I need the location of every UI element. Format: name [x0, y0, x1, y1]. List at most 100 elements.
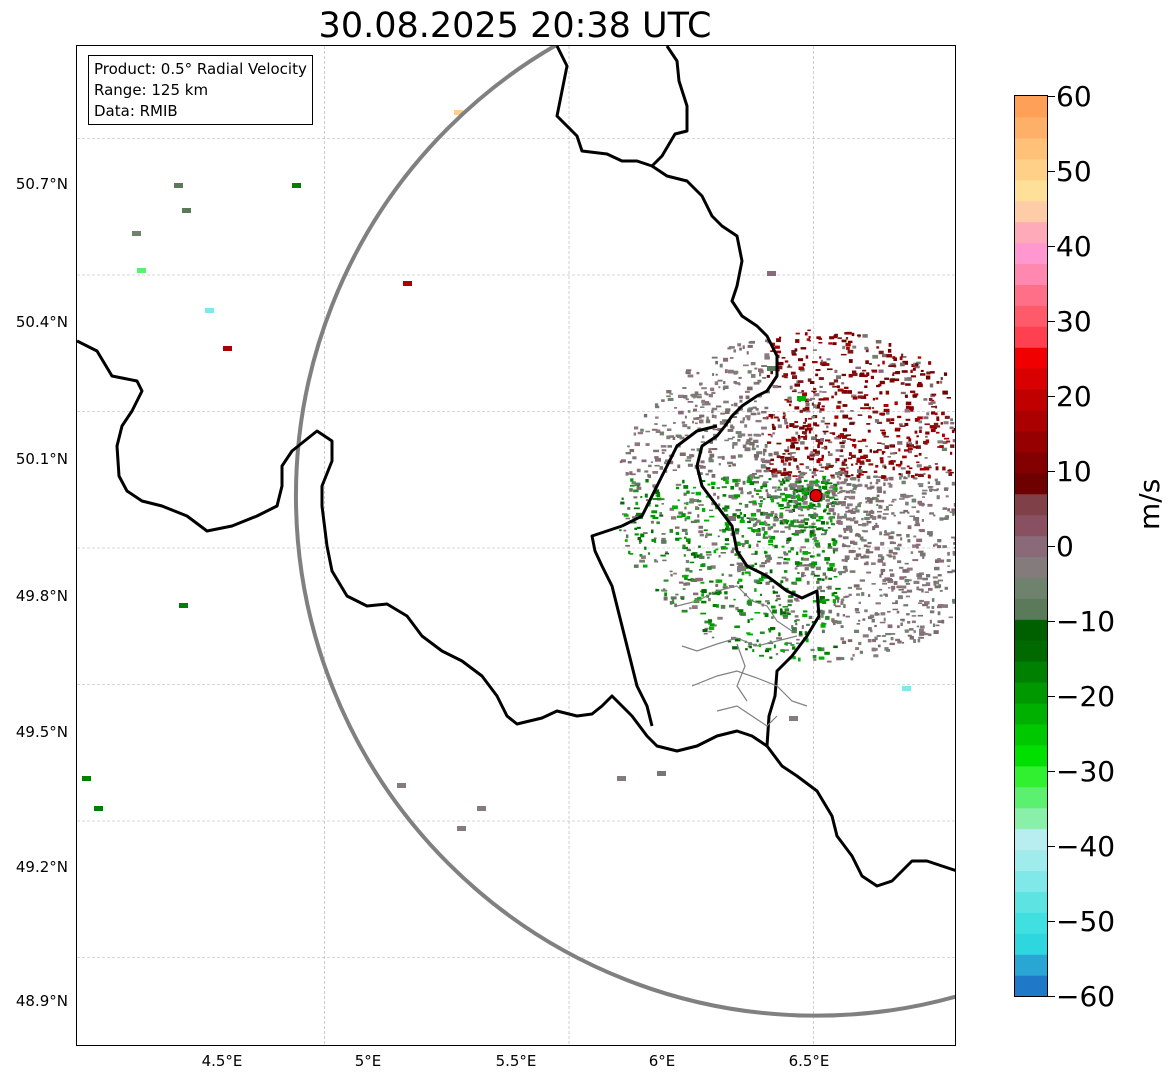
radar-echo-cell [789, 716, 798, 721]
colorbar [1014, 95, 1048, 997]
colorbar-segment [1015, 472, 1047, 495]
colorbar-segment [1015, 96, 1047, 118]
colorbar-tick: −10 [1047, 605, 1116, 638]
radar-echo-cell [223, 346, 232, 351]
country-border [590, 524, 654, 727]
radar-echo-cell [797, 396, 806, 401]
radar-echo-cell [94, 806, 103, 811]
colorbar-segment [1015, 682, 1047, 704]
colorbar-segment [1015, 514, 1047, 537]
country-border [77, 339, 768, 753]
colorbar-segment [1015, 116, 1047, 139]
colorbar-segment [1015, 912, 1047, 934]
colorbar-segment [1015, 263, 1047, 285]
colorbar-segment [1015, 137, 1047, 160]
colorbar-tick: 40 [1048, 230, 1092, 263]
colorbar-segment [1015, 619, 1047, 641]
y-tick-label: 49.8°N [15, 587, 68, 605]
colorbar-tick: 30 [1048, 305, 1092, 338]
colorbar-segment [1015, 451, 1047, 474]
info-data: Data: RMIB [94, 102, 178, 120]
colorbar-tick: 50 [1048, 155, 1092, 188]
radar-echo-cell [767, 271, 776, 276]
colorbar-segment [1015, 284, 1047, 306]
country-border [765, 745, 955, 888]
colorbar-segment [1015, 556, 1047, 578]
radar-echo-cell [477, 806, 486, 811]
colorbar-segment [1015, 807, 1047, 830]
colorbar-segment [1015, 368, 1047, 390]
colorbar-segment [1015, 305, 1047, 327]
colorbar-segment [1015, 744, 1047, 767]
region-border [716, 705, 778, 727]
x-tick-label: 6.5°E [788, 1052, 830, 1070]
region-border [681, 635, 798, 652]
colorbar-segment [1015, 975, 1047, 996]
colorbar-segment [1015, 347, 1047, 369]
colorbar-segment [1015, 389, 1047, 411]
colorbar-segment [1015, 221, 1047, 244]
region-border [676, 585, 793, 632]
colorbar-segment [1015, 535, 1047, 558]
x-tick-label: 5°E [354, 1052, 382, 1070]
radar-echo-cell [82, 776, 91, 781]
radar-echo-cell [657, 771, 666, 776]
colorbar-tick: −20 [1047, 680, 1116, 713]
colorbar-tick: 0 [1048, 530, 1074, 563]
colorbar-segment [1015, 954, 1047, 976]
radar-map-canvas [77, 46, 955, 1045]
colorbar-tick: −60 [1047, 980, 1116, 1013]
x-tick-label: 4.5°E [201, 1052, 243, 1070]
colorbar-segment [1015, 179, 1047, 202]
colorbar-unit-label: m/s [1133, 478, 1166, 530]
radar-echo-cell [454, 110, 463, 115]
colorbar-segment [1015, 409, 1047, 432]
colorbar-segment [1015, 786, 1047, 809]
radar-echo-cell [179, 603, 188, 608]
colorbar-tick: −40 [1047, 830, 1116, 863]
radar-echo-cell [397, 783, 406, 788]
radar-echo-cell [182, 208, 191, 213]
colorbar-segment [1015, 493, 1047, 516]
colorbar-segment [1015, 702, 1047, 725]
radar-echoes [619, 329, 955, 663]
radar-echo-cell [403, 281, 412, 286]
colorbar-segment [1015, 723, 1047, 746]
colorbar-segment [1015, 158, 1047, 181]
colorbar-segment [1015, 640, 1047, 662]
radar-site-marker [809, 489, 823, 503]
radar-echo-cell [617, 776, 626, 781]
colorbar-segment [1015, 765, 1047, 788]
y-tick-label: 50.4°N [15, 313, 68, 331]
country-border [651, 164, 821, 747]
info-range: Range: 125 km [94, 81, 209, 99]
radar-echo-cell [132, 231, 141, 236]
colorbar-tick: −30 [1047, 755, 1116, 788]
colorbar-segment [1015, 849, 1047, 872]
country-border [555, 46, 689, 168]
radar-echo-cell [767, 366, 776, 371]
colorbar-segment [1015, 891, 1047, 913]
y-tick-label: 48.9°N [15, 992, 68, 1010]
info-product: Product: 0.5° Radial Velocity [94, 60, 307, 78]
colorbar-segment [1015, 326, 1047, 348]
radar-echo-cell [737, 566, 746, 571]
colorbar-tick: 20 [1048, 380, 1092, 413]
colorbar-segment [1015, 598, 1047, 620]
x-tick-label: 6°E [648, 1052, 676, 1070]
radar-echo-cell [205, 308, 214, 313]
colorbar-gradient [1015, 96, 1047, 996]
colorbar-segment [1015, 828, 1047, 851]
region-border [736, 643, 748, 702]
country-border [621, 424, 718, 528]
colorbar-segment [1015, 577, 1047, 599]
colorbar-segment [1015, 200, 1047, 223]
colorbar-tick: −50 [1047, 905, 1116, 938]
radar-map[interactable] [76, 45, 956, 1046]
y-tick-label: 49.2°N [15, 858, 68, 876]
radar-echo-cell [727, 516, 736, 521]
radar-echo-cell [292, 183, 301, 188]
colorbar-segment [1015, 870, 1047, 892]
info-box: Product: 0.5° Radial Velocity Range: 125… [88, 55, 313, 125]
region-border [691, 670, 808, 707]
